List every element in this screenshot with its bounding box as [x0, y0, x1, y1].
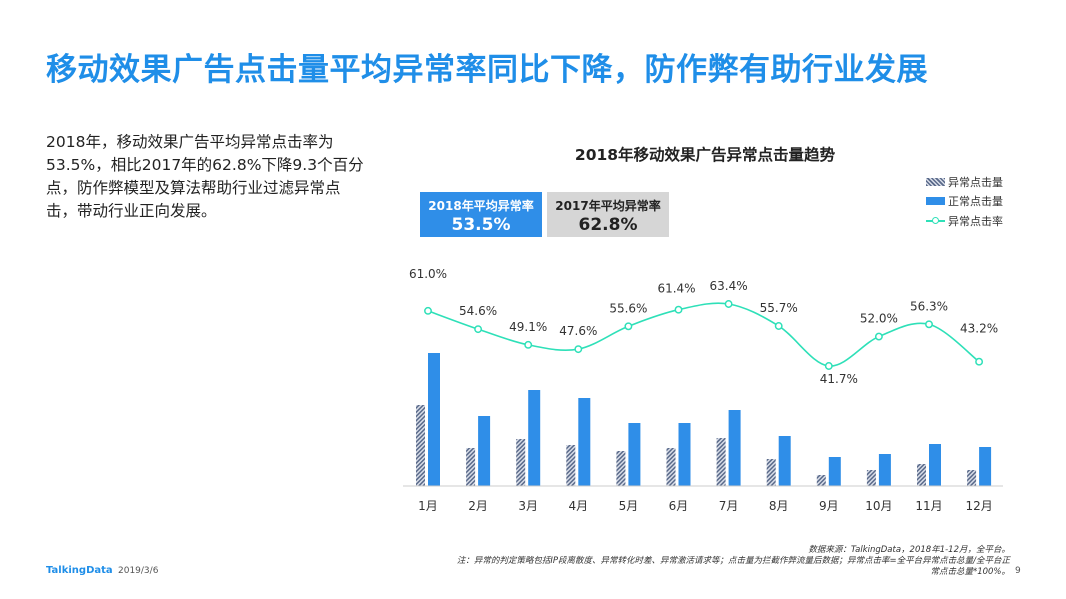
- rate-point: [724, 300, 733, 308]
- legend-item-normal-clicks: 正常点击量: [926, 192, 1003, 212]
- rate-data-label: 55.7%: [760, 301, 798, 315]
- bar-abnormal-clicks: [516, 439, 526, 486]
- kpi-2018-value: 53.5%: [451, 215, 511, 235]
- rate-data-label: 61.0%: [409, 267, 447, 281]
- rate-point: [925, 320, 933, 329]
- bar-normal-clicks: [428, 353, 440, 486]
- x-tick-label: 10月: [865, 499, 892, 513]
- bar-abnormal-clicks: [666, 448, 676, 486]
- bar-normal-clicks: [528, 390, 541, 486]
- bar-abnormal-clicks: [967, 470, 977, 486]
- rate-point: [574, 345, 583, 354]
- rate-point: [824, 362, 833, 370]
- bar-normal-clicks: [578, 398, 591, 486]
- bar-abnormal-clicks: [616, 451, 626, 486]
- footnote-note-1: 注：异常的判定策略包括IP段离散度、异常转化时差、异常激活请求等；点击量为拦截作…: [456, 556, 1010, 566]
- bar-abnormal-clicks: [917, 464, 926, 486]
- rate-point: [424, 306, 432, 315]
- x-tick-label: 8月: [769, 499, 789, 513]
- bar-abnormal-clicks: [766, 459, 776, 486]
- legend-swatch-line: [926, 216, 945, 225]
- legend-label: 异常点击率: [948, 214, 1003, 228]
- bar-normal-clicks: [979, 447, 992, 486]
- rate-data-label: 43.2%: [960, 322, 998, 336]
- rate-data-label: 49.1%: [509, 320, 547, 334]
- rate-point: [474, 325, 483, 334]
- bar-normal-clicks: [478, 416, 491, 486]
- rate-data-label: 47.6%: [559, 324, 597, 338]
- legend-swatch-blue: [926, 197, 945, 206]
- kpi-2017-value: 62.8%: [578, 215, 638, 235]
- summary-text: 2018年，移动效果广告平均异常点击率为53.5%，相比2017年的62.8%下…: [46, 133, 364, 220]
- bar-normal-clicks: [828, 457, 841, 486]
- legend-item-abnormal-rate: 异常点击率: [926, 211, 1003, 231]
- rate-data-label: 41.7%: [820, 372, 858, 386]
- x-tick-label: 3月: [518, 499, 538, 513]
- footer-date: 2019/3/6: [118, 566, 159, 576]
- bar-normal-clicks: [929, 444, 941, 486]
- bar-abnormal-clicks: [716, 438, 726, 486]
- legend-label: 正常点击量: [948, 195, 1003, 209]
- legend-item-abnormal-clicks: 异常点击量: [926, 172, 1003, 192]
- rate-point: [874, 332, 883, 341]
- x-tick-label: 6月: [669, 499, 689, 513]
- footnote: 数据来源：TalkingData，2018年1-12月，全平台。 注：异常的判定…: [370, 545, 1010, 578]
- rate-data-label: 55.6%: [609, 301, 647, 315]
- rate-data-label: 56.3%: [910, 299, 948, 313]
- x-tick-label: 4月: [568, 499, 588, 513]
- legend-swatch-hatched: [926, 177, 945, 186]
- rate-point: [524, 340, 533, 349]
- x-tick-label: 5月: [619, 499, 639, 513]
- page-title: 移动效果广告点击量平均异常率同比下降，防作弊有助行业发展: [46, 52, 928, 88]
- kpi-2018-label: 2018年平均异常率: [428, 199, 534, 213]
- x-tick-label: 1月: [418, 499, 438, 513]
- bar-abnormal-clicks: [816, 475, 826, 486]
- x-tick-label: 2月: [468, 499, 488, 513]
- footnote-note-2: 常点击总量*100%。: [930, 567, 1010, 577]
- talkingdata-logo: TalkingData: [46, 565, 113, 576]
- chart-legend: 异常点击量 正常点击量 异常点击率: [926, 172, 1003, 231]
- rate-point: [975, 357, 984, 366]
- x-tick-label: 9月: [819, 499, 839, 513]
- kpi-2018-box: 2018年平均异常率 53.5%: [420, 192, 542, 237]
- rate-data-label: 54.6%: [459, 304, 497, 318]
- rate-data-label: 52.0%: [860, 312, 898, 326]
- page-number: 9: [1015, 566, 1021, 576]
- bar-abnormal-clicks: [566, 445, 576, 486]
- x-tick-label: 11月: [915, 499, 942, 513]
- rate-point: [624, 322, 633, 331]
- bar-abnormal-clicks: [416, 405, 425, 486]
- chart-title: 2018年移动效果广告异常点击量趋势: [574, 146, 836, 164]
- x-tick-label: 7月: [719, 499, 739, 513]
- kpi-2017-label: 2017年平均异常率: [555, 199, 661, 213]
- bar-abnormal-clicks: [466, 448, 476, 486]
- bar-normal-clicks: [678, 423, 691, 486]
- x-tick-label: 12月: [965, 499, 992, 513]
- rate-point: [774, 322, 783, 330]
- bar-abnormal-clicks: [866, 470, 876, 486]
- bar-normal-clicks: [628, 423, 641, 486]
- rate-point: [674, 305, 683, 314]
- rate-data-label: 63.4%: [710, 279, 748, 293]
- bar-normal-clicks: [778, 436, 791, 486]
- kpi-2017-box: 2017年平均异常率 62.8%: [547, 192, 669, 237]
- rate-data-label: 61.4%: [657, 282, 695, 296]
- legend-label: 异常点击量: [948, 175, 1003, 189]
- bar-normal-clicks: [878, 454, 891, 486]
- bar-normal-clicks: [728, 410, 741, 486]
- footnote-source: 数据来源：TalkingData，2018年1-12月，全平台。: [808, 545, 1010, 555]
